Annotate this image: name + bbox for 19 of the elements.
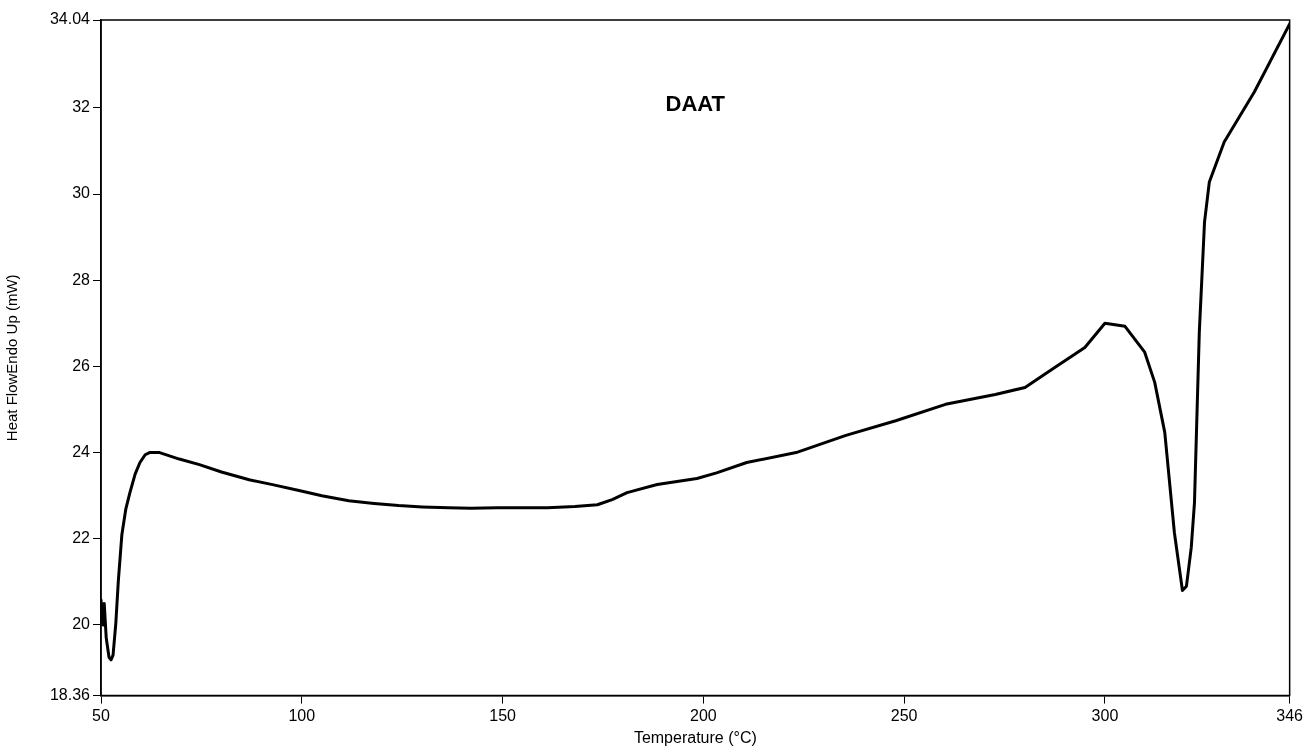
x-tick-label: 50 — [92, 706, 110, 724]
y-tick-label: 20 — [72, 615, 91, 633]
y-tick-label: 18.36 — [49, 686, 91, 704]
x-tick-label: 250 — [890, 706, 918, 724]
y-tick-label: 28 — [72, 270, 91, 288]
x-tick-label: 346 — [1276, 706, 1304, 724]
text: DAAT — [665, 91, 726, 117]
y-axis-title: Heat FlowEndo Up (mW) — [3, 274, 21, 442]
x-tick-label: 300 — [1091, 706, 1119, 724]
x-tick-label: 100 — [288, 706, 316, 724]
x-tick-label: 200 — [690, 706, 717, 724]
y-tick-label: 32 — [72, 98, 91, 116]
x-tick-label: 150 — [489, 706, 517, 724]
y-tick-label: 34.04 — [49, 10, 91, 28]
x-axis-title: Temperature (°C) — [633, 728, 757, 746]
y-tick-label: 24 — [72, 443, 91, 460]
y-tick-label: 22 — [72, 529, 91, 547]
y-tick-label: 30 — [72, 184, 91, 202]
y-tick-label: 26 — [72, 356, 91, 374]
